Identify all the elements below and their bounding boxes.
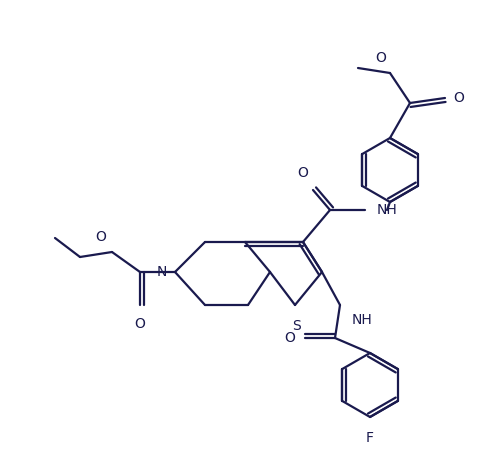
Text: F: F (366, 431, 374, 445)
Text: N: N (157, 265, 167, 279)
Text: S: S (293, 319, 301, 333)
Text: NH: NH (377, 203, 398, 217)
Text: O: O (375, 51, 386, 65)
Text: O: O (284, 331, 295, 345)
Text: O: O (297, 166, 308, 180)
Text: O: O (95, 230, 106, 244)
Text: NH: NH (352, 313, 373, 327)
Text: O: O (135, 317, 145, 331)
Text: O: O (453, 91, 464, 105)
